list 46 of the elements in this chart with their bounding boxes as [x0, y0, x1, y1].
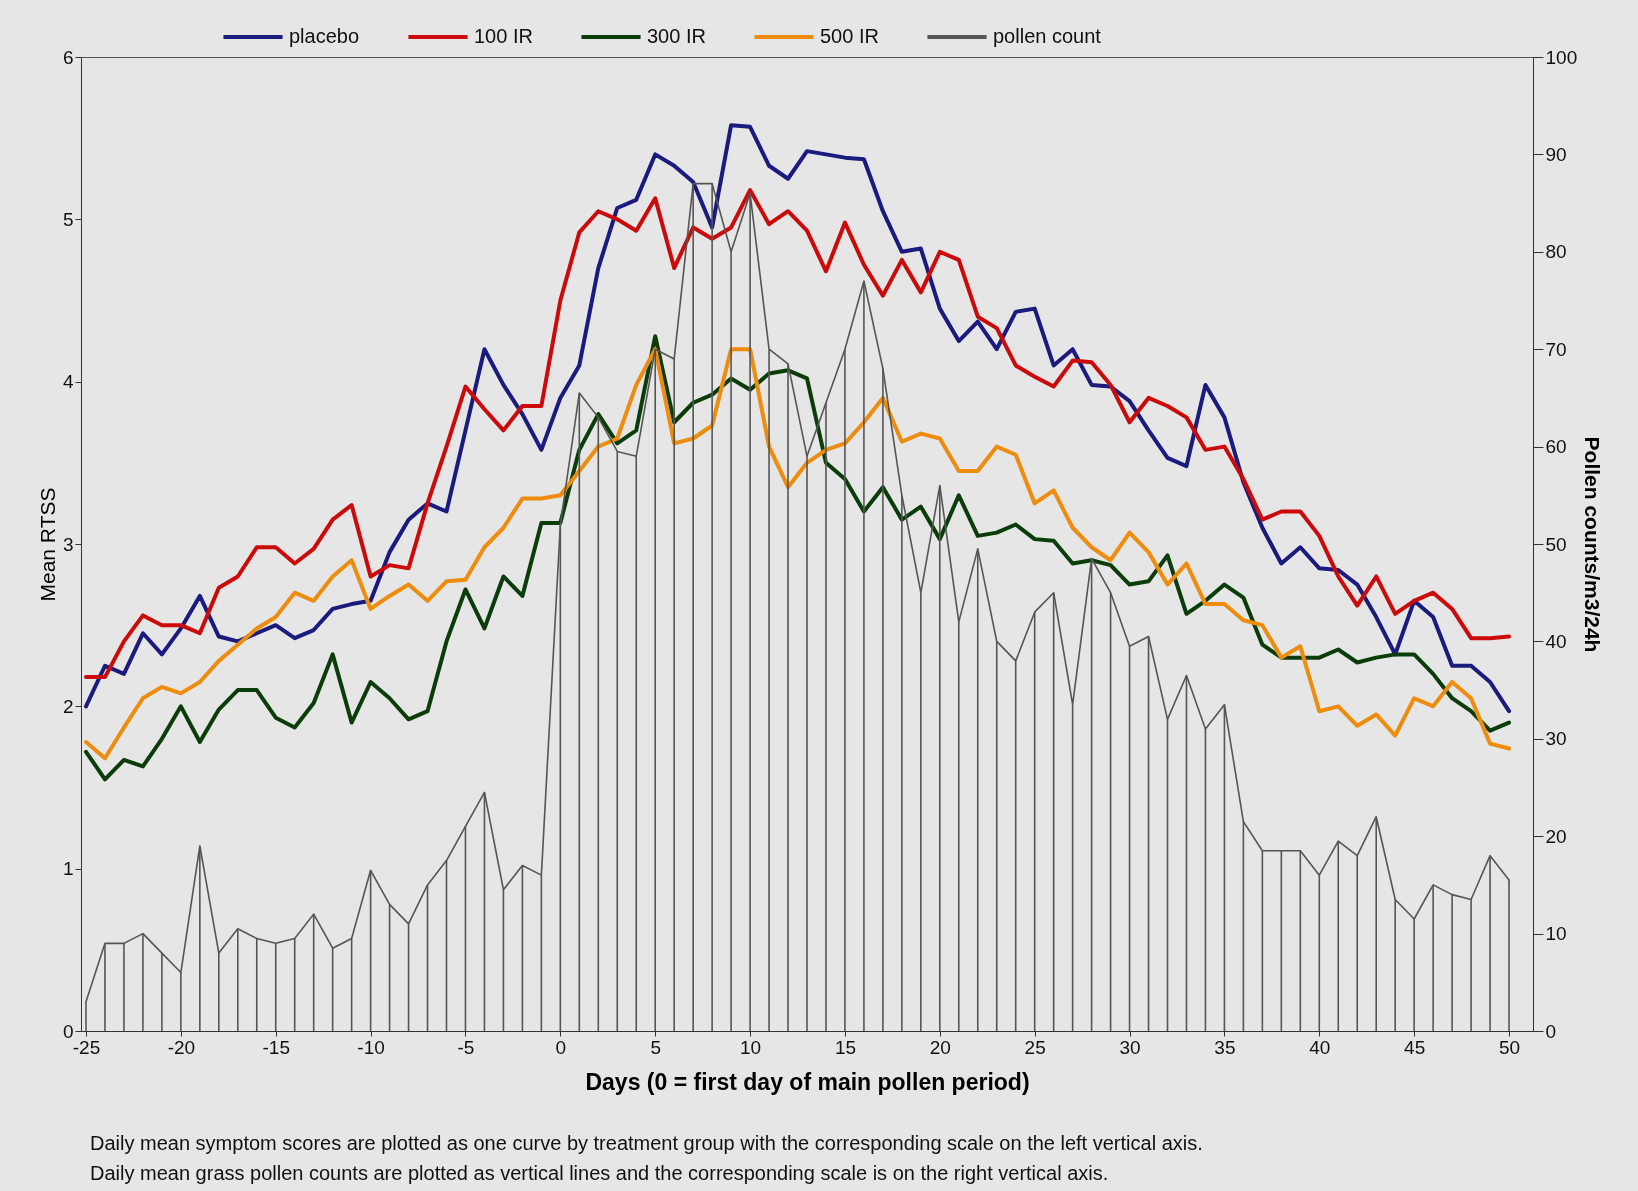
legend-label: 100 IR	[474, 25, 533, 47]
text: Daily mean symptom scores are plotted as one curve by treatment group with the corresponding scale on the left vertical axis.	[90, 1131, 1203, 1156]
y2-tick-label: 70	[1545, 338, 1567, 360]
y-tick-label: 4	[62, 371, 74, 393]
x-tick-label: -5	[457, 1036, 475, 1058]
y-tick-label: 2	[62, 695, 74, 717]
x-tick-label: 30	[1119, 1036, 1141, 1058]
x-tick-label: 35	[1214, 1036, 1236, 1058]
x-tick-label: 50	[1498, 1036, 1521, 1058]
x-tick-label: 40	[1309, 1036, 1331, 1058]
y2-tick-label: 30	[1545, 728, 1567, 750]
y2-tick-label: 50	[1545, 533, 1567, 555]
x-tick-label: 0	[555, 1036, 567, 1058]
y2-axis-title: Pollen counts/m3/24h	[1581, 436, 1605, 653]
y-tick-label: 3	[62, 533, 74, 555]
y2-tick-label: 20	[1545, 825, 1567, 847]
x-tick-label: 45	[1404, 1036, 1426, 1058]
x-tick-label: -10	[357, 1036, 385, 1058]
y2-tick-label: 100	[1545, 46, 1578, 68]
text: Daily mean grass pollen counts are plotted as vertical lines and the corresponding scale is on the right vertical axis.	[90, 1161, 1110, 1186]
x-tick-label: 10	[740, 1036, 762, 1058]
x-axis-title: Days (0 = first day of main pollen period)	[585, 1068, 1030, 1095]
legend-label: 300 IR	[647, 25, 706, 47]
line-series	[84, 123, 1512, 714]
x-tick-label: 5	[650, 1036, 661, 1058]
x-tick-label: 15	[834, 1036, 857, 1058]
y-tick-label: 5	[62, 208, 74, 230]
x-tick-label: 20	[929, 1036, 951, 1058]
y2-tick-label: 40	[1545, 630, 1567, 652]
y-axis-title: Mean RTSS	[35, 487, 59, 602]
y2-tick-label: 80	[1545, 241, 1567, 263]
legend-label: 500 IR	[820, 25, 879, 47]
y2-tick-label: 60	[1545, 436, 1567, 458]
x-tick-label: -15	[262, 1036, 290, 1058]
x-tick-label: 25	[1024, 1036, 1046, 1058]
x-tick-label: -25	[72, 1036, 101, 1058]
y-tick-label: 1	[62, 858, 74, 880]
line-series	[84, 188, 1512, 680]
y2-tick-label: 10	[1545, 923, 1567, 945]
x-tick-label: -20	[167, 1036, 196, 1058]
y-tick-label: 6	[62, 46, 74, 68]
y2-tick-label: 90	[1545, 143, 1567, 165]
legend-label: placebo	[289, 25, 360, 47]
y-tick-label: 0	[62, 1020, 74, 1042]
y2-tick-label: 0	[1545, 1020, 1557, 1042]
legend-label: pollen count	[993, 25, 1102, 47]
